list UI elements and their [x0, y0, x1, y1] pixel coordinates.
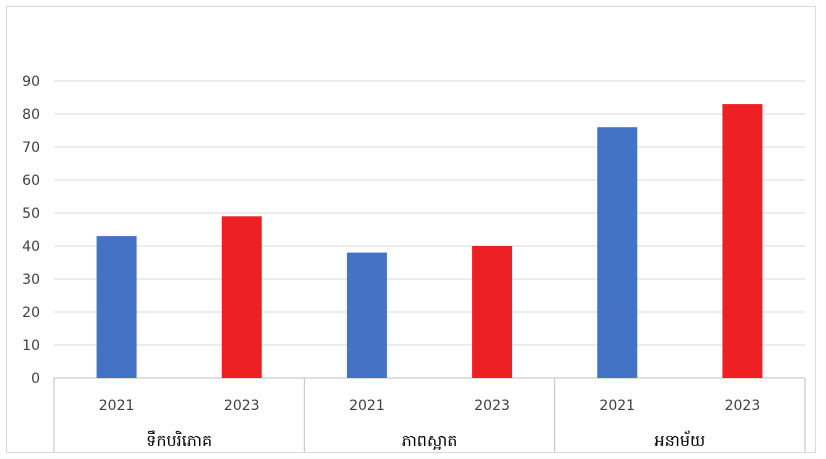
bar — [96, 236, 137, 378]
bar — [346, 252, 387, 378]
y-tick-label: 80 — [22, 107, 40, 123]
y-tick-label: 0 — [31, 371, 40, 387]
x-tick-label: 2021 — [599, 398, 635, 414]
x-tick-label: 2023 — [474, 398, 510, 414]
y-tick-label: 40 — [22, 239, 40, 255]
bar — [722, 104, 763, 378]
y-tick-label: 90 — [22, 74, 40, 90]
group-label: អនាម័យ — [654, 430, 705, 450]
group-label: ទឹកបរិភោគ — [146, 430, 212, 450]
group-label: ភាពស្អាត — [402, 431, 458, 450]
y-tick-label: 10 — [22, 338, 40, 354]
y-tick-label: 70 — [22, 140, 40, 156]
y-tick-label: 50 — [22, 206, 40, 222]
x-tick-label: 2021 — [99, 398, 135, 414]
x-tick-label: 2021 — [349, 398, 385, 414]
bar — [221, 216, 262, 378]
x-tick-label: 2023 — [224, 398, 260, 414]
bar — [472, 246, 513, 378]
y-tick-label: 60 — [22, 173, 40, 189]
x-tick-label: 2023 — [725, 398, 761, 414]
bar — [597, 127, 638, 378]
y-tick-label: 20 — [22, 305, 40, 321]
y-tick-label: 30 — [22, 272, 40, 288]
